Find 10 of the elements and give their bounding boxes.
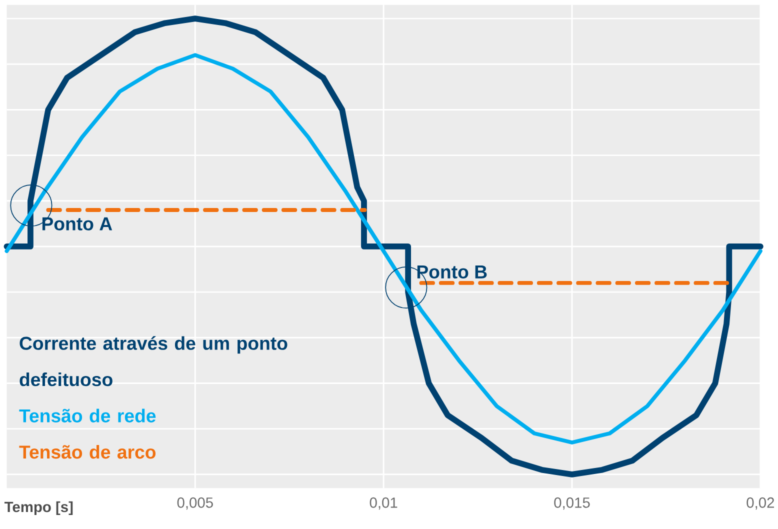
x-axis-title: Tempo [s] (4, 501, 73, 515)
x-tick-label: 0,02 (746, 497, 774, 510)
x-tick-label: 0,01 (370, 497, 398, 510)
text: Tensão de arco (19, 444, 156, 459)
text: Tensão de rede (19, 408, 156, 422)
x-tick-label: 0,015 (554, 497, 590, 510)
text: Corrente através de um ponto defeituoso (20, 336, 288, 386)
annotation: Ponto B (417, 265, 487, 278)
x-tick-label: 0,005 (177, 497, 213, 510)
annotation: Ponto A (42, 217, 112, 230)
